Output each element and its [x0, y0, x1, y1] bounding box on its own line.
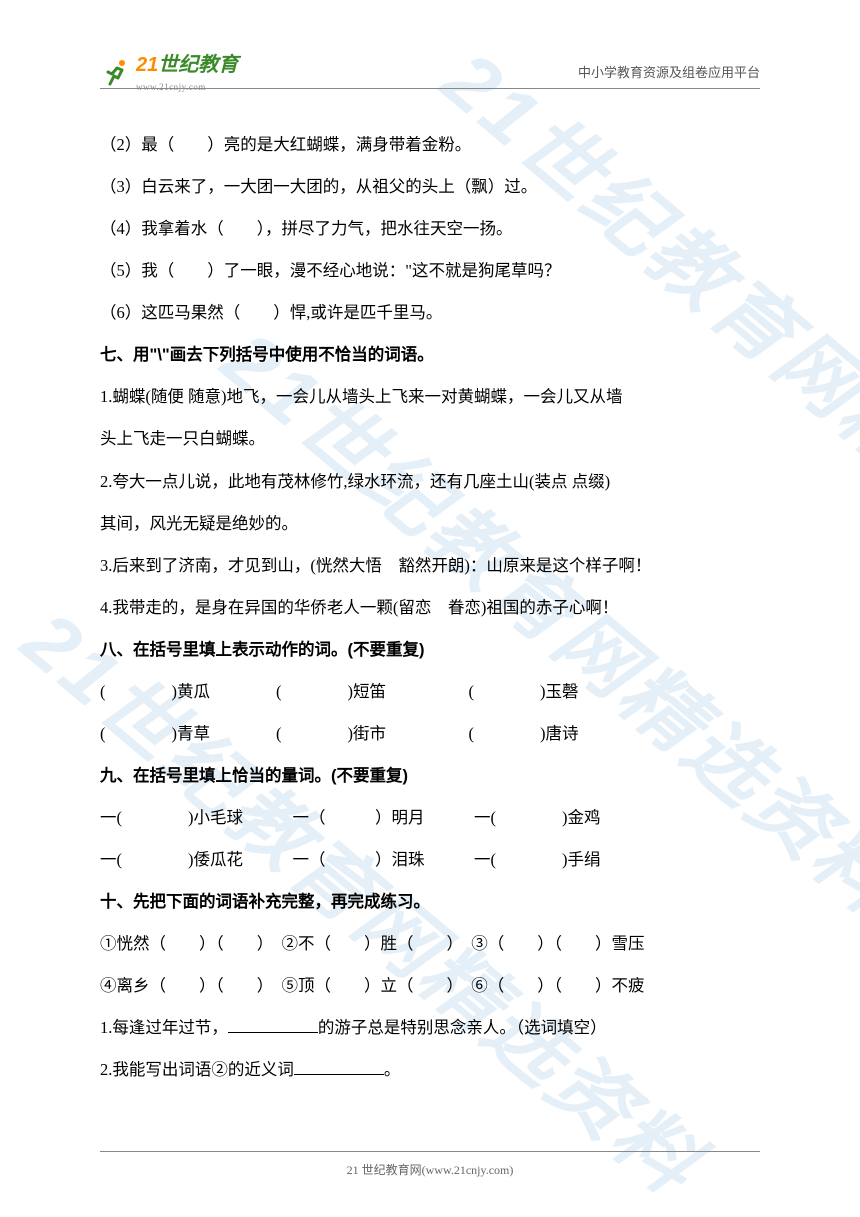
exercise-line: 1.每逢过年过节， 的游子总是特别思念亲人。（选词填空） — [100, 1007, 760, 1049]
section-heading-9: 九、在括号里填上恰当的量词。(不要重复) — [100, 755, 760, 797]
exercise-line: （2）最（ ）亮的是大红蝴蝶，满身带着金粉。 — [100, 124, 760, 166]
exercise-line: 1.蝴蝶(随便 随意)地飞，一会儿从墙头上飞来一对黄蝴蝶，一会儿又从墙 — [100, 376, 760, 418]
underline-blank — [294, 1059, 384, 1076]
section-heading-7: 七、用"\"画去下列括号中使用不恰当的词语。 — [100, 334, 760, 376]
site-logo: 21世纪教育 www.21cnjy.com — [100, 48, 238, 95]
fill-row: ( )青草 ( )街市 ( )唐诗 — [100, 713, 760, 755]
header-subtitle: 中小学教育资源及组卷应用平台 — [578, 62, 760, 81]
logo-text-block: 21世纪教育 www.21cnjy.com — [136, 48, 238, 95]
exercise-line: 3.后来到了济南，才见到山，(恍然大悟 豁然开朗)：山原来是这个样子啊！ — [100, 545, 760, 587]
footer-divider — [100, 1151, 760, 1152]
exercise-line: （4）我拿着水（ ），拼尽了力气，把水往天空一扬。 — [100, 208, 760, 250]
underline-blank — [228, 1017, 318, 1034]
logo-suffix: 世纪教育 — [158, 54, 238, 76]
text-segment: 的游子总是特别思念亲人。（选词填空） — [318, 1018, 607, 1037]
document-body: （2）最（ ）亮的是大红蝴蝶，满身带着金粉。 （3）白云来了，一大团一大团的，从… — [100, 124, 760, 1091]
text-segment: 1.每逢过年过节， — [100, 1018, 228, 1037]
runner-icon — [100, 56, 132, 88]
exercise-line: 其间，风光无疑是绝妙的。 — [100, 503, 760, 545]
exercise-line: 4.我带走的，是身在异国的华侨老人一颗(留恋 眷恋)祖国的赤子心啊！ — [100, 587, 760, 629]
fill-row: 一( )倭瓜花 一（ ）泪珠 一( )手绢 — [100, 839, 760, 881]
page-header: 21世纪教育 www.21cnjy.com 中小学教育资源及组卷应用平台 — [100, 48, 760, 95]
text-segment: 。 — [384, 1060, 401, 1079]
exercise-line: 2.夸大一点儿说，此地有茂林修竹,绿水环流，还有几座土山(装点 点缀) — [100, 461, 760, 503]
exercise-line: （3）白云来了，一大团一大团的，从祖父的头上（飘）过。 — [100, 166, 760, 208]
logo-title: 21世纪教育 — [136, 54, 238, 76]
section-heading-8: 八、在括号里填上表示动作的词。(不要重复) — [100, 629, 760, 671]
text-segment: 2.我能写出词语②的近义词 — [100, 1060, 294, 1079]
exercise-line: 头上飞走一只白蝴蝶。 — [100, 418, 760, 460]
exercise-line: （5）我（ ）了一眼，漫不经心地说："这不就是狗尾草吗？ — [100, 250, 760, 292]
logo-prefix: 21 — [136, 54, 158, 76]
fill-row: ( )黄瓜 ( )短笛 ( )玉磬 — [100, 671, 760, 713]
fill-row: 一( )小毛球 一（ ）明月 一( )金鸡 — [100, 797, 760, 839]
exercise-line: 2.我能写出词语②的近义词 。 — [100, 1049, 760, 1091]
exercise-line: （6）这匹马果然（ ）悍,或许是匹千里马。 — [100, 292, 760, 334]
page-footer: 21 世纪教育网(www.21cnjy.com) — [0, 1161, 860, 1178]
fill-row: ④离乡（ ）（ ） ⑤顶（ ）立（ ） ⑥（ ）（ ）不疲 — [100, 965, 760, 1007]
fill-row: ①恍然（ ）（ ） ②不（ ）胜（ ） ③（ ）（ ）雪压 — [100, 923, 760, 965]
logo-url: www.21cnjy.com — [136, 82, 206, 92]
section-heading-10: 十、先把下面的词语补充完整，再完成练习。 — [100, 881, 760, 923]
